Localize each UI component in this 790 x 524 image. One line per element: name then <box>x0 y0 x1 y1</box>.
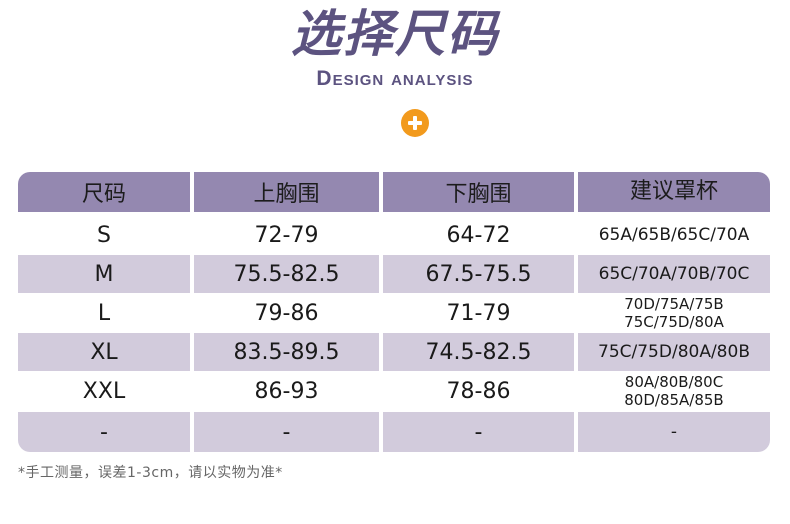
cup-line-2: 80D/85A/85B <box>624 391 724 409</box>
upper-bust-cell: 79-86 <box>194 294 379 332</box>
upper-bust-cell: 75.5-82.5 <box>194 255 379 293</box>
cup-cell: 70D/75A/75B 75C/75D/80A <box>578 294 770 332</box>
size-cell: XXL <box>18 372 190 410</box>
size-cell: XL <box>18 333 190 371</box>
page-subtitle: Design analysis <box>316 67 474 90</box>
header-cup: 建议罩杯 <box>578 172 770 212</box>
upper-bust-cell: 86-93 <box>194 372 379 410</box>
under-bust-cell: - <box>383 412 574 452</box>
plus-circle-icon <box>401 109 429 137</box>
table-row: XXL 86-93 78-86 80A/80B/80C 80D/85A/85B <box>18 372 770 410</box>
cup-cell: 65C/70A/70B/70C <box>578 255 770 293</box>
table-row: - - - - <box>18 412 770 452</box>
cup-cell: 75C/75D/80A/80B <box>578 333 770 371</box>
under-bust-cell: 67.5-75.5 <box>383 255 574 293</box>
table-row: M 75.5-82.5 67.5-75.5 65C/70A/70B/70C <box>18 255 770 293</box>
cup-line-1: 70D/75A/75B <box>624 295 724 313</box>
page-title: 选择尺码 <box>291 5 499 63</box>
cup-cell: - <box>578 412 770 452</box>
upper-bust-cell: - <box>194 412 379 452</box>
size-cell: L <box>18 294 190 332</box>
size-cell: M <box>18 255 190 293</box>
table-header: 尺码 上胸围 下胸围 建议罩杯 <box>18 172 770 212</box>
under-bust-cell: 64-72 <box>383 216 574 254</box>
under-bust-cell: 74.5-82.5 <box>383 333 574 371</box>
table-row: S 72-79 64-72 65A/65B/65C/70A <box>18 216 770 254</box>
cup-cell: 65A/65B/65C/70A <box>578 216 770 254</box>
header-size: 尺码 <box>18 172 190 212</box>
measurement-note: *手工测量，误差1-3cm，请以实物为准* <box>18 465 283 481</box>
cup-line-2: 75C/75D/80A <box>624 313 724 331</box>
header-under-bust: 下胸围 <box>383 172 574 212</box>
under-bust-cell: 71-79 <box>383 294 574 332</box>
upper-bust-cell: 83.5-89.5 <box>194 333 379 371</box>
cup-cell: 80A/80B/80C 80D/85A/85B <box>578 372 770 410</box>
under-bust-cell: 78-86 <box>383 372 574 410</box>
upper-bust-cell: 72-79 <box>194 216 379 254</box>
table-row: XL 83.5-89.5 74.5-82.5 75C/75D/80A/80B <box>18 333 770 371</box>
header-upper-bust: 上胸围 <box>194 172 379 212</box>
table-row: L 79-86 71-79 70D/75A/75B 75C/75D/80A <box>18 294 770 332</box>
size-table: 尺码 上胸围 下胸围 建议罩杯 S 72-79 64-72 65A/65B/65… <box>18 172 770 452</box>
cup-line-1: 80A/80B/80C <box>624 373 724 391</box>
size-cell: S <box>18 216 190 254</box>
size-cell: - <box>18 412 190 452</box>
